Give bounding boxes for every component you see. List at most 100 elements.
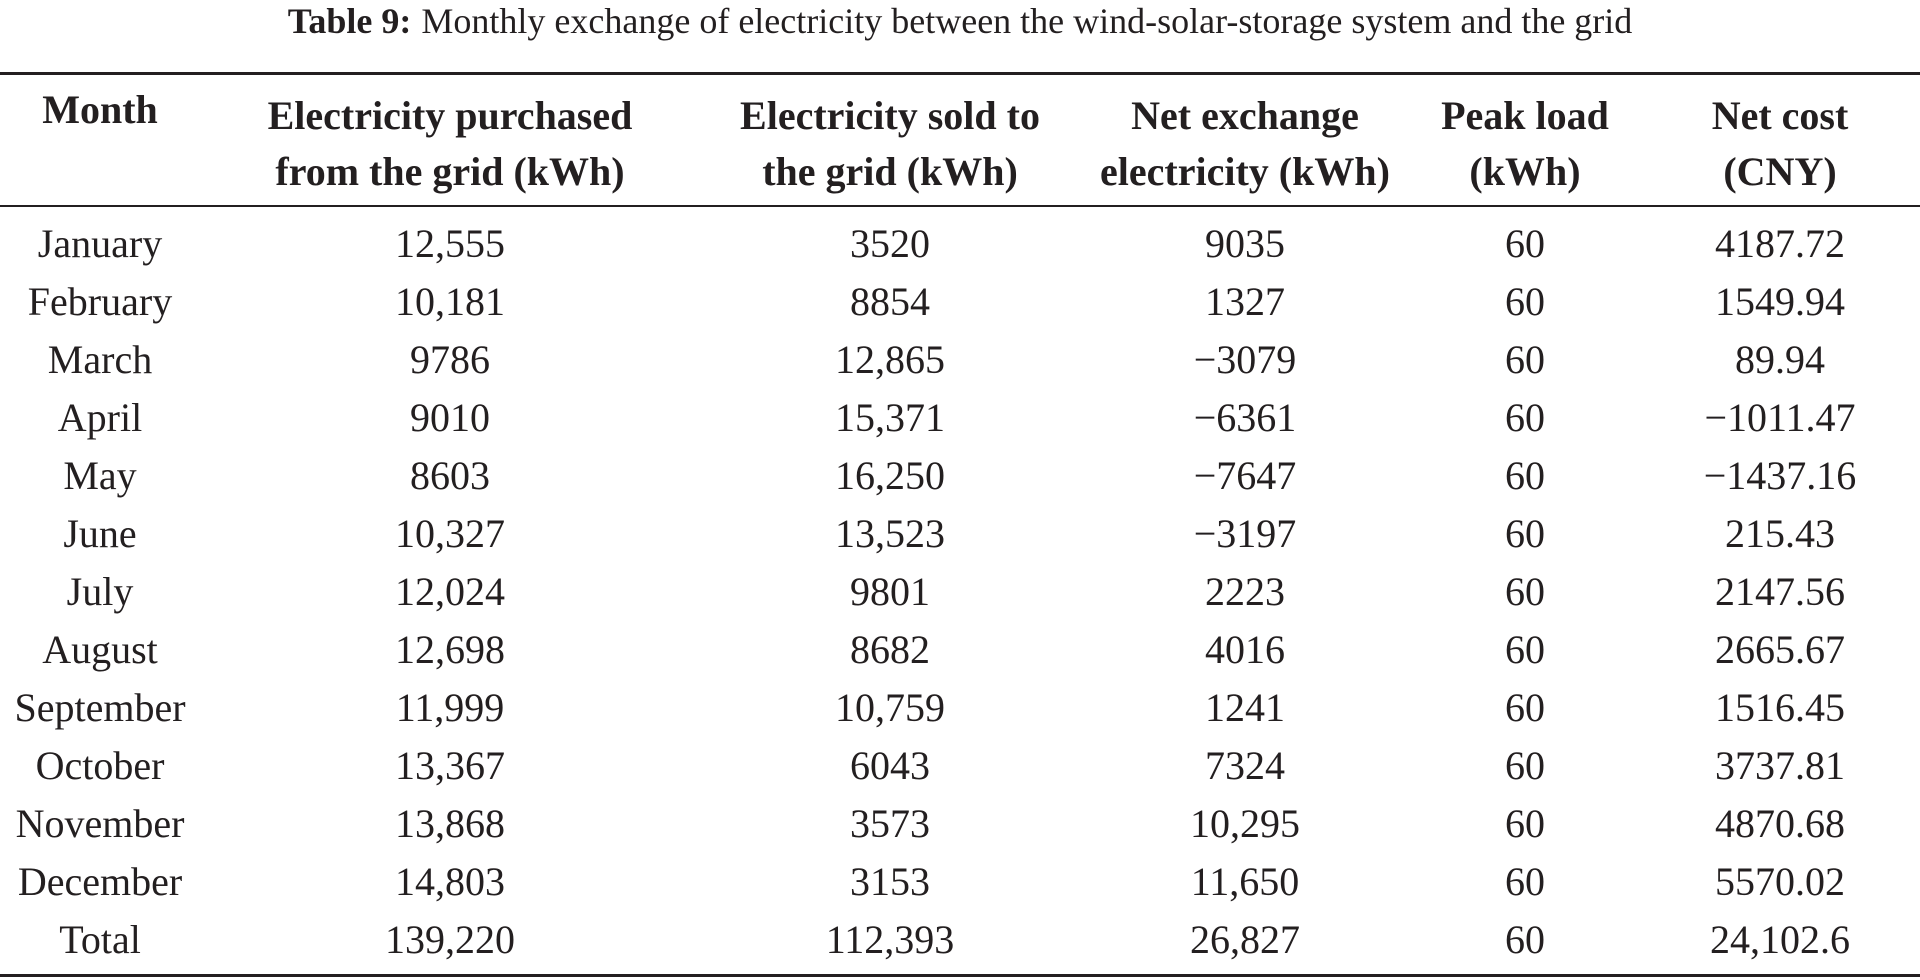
table-cell-purchased: 12,024 — [395, 569, 505, 614]
table-cell-net-cost: 1516.45 — [1715, 685, 1845, 730]
table-cell-net-exchange: 1327 — [1205, 279, 1285, 324]
column-header-net-exchange: Net exchange electricity (kWh) — [1100, 92, 1390, 194]
table-cell-month: May — [63, 453, 137, 498]
table-row: January 12,555 3520 9035 60 4187.72 — [0, 211, 1920, 273]
table-row: May 8603 16,250 −7647 60 −1437.16 — [0, 447, 1920, 505]
table-row: September 11,999 10,759 1241 60 1516.45 — [0, 679, 1920, 737]
table-cell-sold: 3520 — [850, 221, 930, 266]
table-cell-peak-load: 60 — [1505, 627, 1545, 672]
table-cell-net-cost: 3737.81 — [1715, 743, 1845, 788]
data-table: Month Electricity purchased from the grid… — [0, 76, 1920, 969]
table-cell-sold: 8682 — [850, 627, 930, 672]
table-cell-sold: 16,250 — [835, 453, 945, 498]
table-cell-sold: 9801 — [850, 569, 930, 614]
table-cell-peak-load: 60 — [1505, 453, 1545, 498]
table-row: August 12,698 8682 4016 60 2665.67 — [0, 621, 1920, 679]
table-cell-peak-load: 60 — [1505, 743, 1545, 788]
table-cell-purchased: 10,327 — [395, 511, 505, 556]
table-cell-sold: 8854 — [850, 279, 930, 324]
column-header-peak-load: Peak load (kWh) — [1441, 92, 1609, 194]
table-caption-label: Table 9: — [287, 1, 412, 41]
table-cell-net-cost: 4187.72 — [1715, 221, 1845, 266]
table-cell-net-exchange: 9035 — [1205, 221, 1285, 266]
table-row: June 10,327 13,523 −3197 60 215.43 — [0, 505, 1920, 563]
table-cell-peak-load: 60 — [1505, 511, 1545, 556]
table-cell-net-exchange: −6361 — [1193, 395, 1297, 440]
table-row: February 10,181 8854 1327 60 1549.94 — [0, 273, 1920, 331]
table-cell-net-cost: −1437.16 — [1703, 453, 1857, 498]
table-row: July 12,024 9801 2223 60 2147.56 — [0, 563, 1920, 621]
table-cell-sold: 13,523 — [835, 511, 945, 556]
table-cell-net-cost: 4870.68 — [1715, 801, 1845, 846]
table-cell-sold: 15,371 — [835, 395, 945, 440]
table-cell-peak-load: 60 — [1505, 569, 1545, 614]
table-cell-sold: 112,393 — [825, 917, 955, 962]
table-cell-month: February — [27, 279, 173, 324]
table-cell-net-cost: 5570.02 — [1715, 859, 1845, 904]
table-cell-net-exchange: 26,827 — [1190, 917, 1300, 962]
table-cell-peak-load: 60 — [1505, 685, 1545, 730]
table-cell-sold: 6043 — [850, 743, 930, 788]
table-caption: Table 9: Monthly exchange of electricity … — [0, 0, 1920, 50]
table-cell-month: October — [35, 743, 165, 788]
table-cell-net-exchange: 11,650 — [1190, 859, 1300, 904]
table-cell-sold: 10,759 — [835, 685, 945, 730]
table-row: November 13,868 3573 10,295 60 4870.68 — [0, 795, 1920, 853]
table-cell-purchased: 9786 — [410, 337, 490, 382]
table-cell-month: Total — [59, 917, 141, 962]
table-row: December 14,803 3153 11,650 60 5570.02 — [0, 853, 1920, 911]
table-cell-sold: 12,865 — [835, 337, 945, 382]
table-row: Total 139,220 112,393 26,827 60 24,102.6 — [0, 911, 1920, 969]
table-cell-peak-load: 60 — [1505, 395, 1545, 440]
table-cell-month: January — [37, 221, 163, 266]
table-cell-peak-load: 60 — [1505, 859, 1545, 904]
table-header-rule — [0, 205, 1920, 207]
table-cell-net-cost: 1549.94 — [1715, 279, 1845, 324]
table-cell-net-exchange: −7647 — [1193, 453, 1297, 498]
column-header-month: Month — [42, 87, 158, 132]
table-cell-net-exchange: −3197 — [1193, 511, 1297, 556]
table-cell-peak-load: 60 — [1505, 221, 1545, 266]
table-row: October 13,367 6043 7324 60 3737.81 — [0, 737, 1920, 795]
table-cell-purchased: 14,803 — [395, 859, 505, 904]
table-cell-net-exchange: 10,295 — [1190, 801, 1300, 846]
table-cell-month: July — [66, 569, 134, 614]
table-header-row: Month Electricity purchased from the grid… — [0, 76, 1920, 211]
table-cell-purchased: 12,555 — [395, 221, 505, 266]
column-header-sold: Electricity sold to the grid (kWh) — [740, 92, 1040, 194]
table-cell-net-exchange: 4016 — [1205, 627, 1285, 672]
table-cell-month: March — [47, 337, 153, 382]
table-cell-purchased: 12,698 — [395, 627, 505, 672]
table-cell-purchased: 8603 — [410, 453, 490, 498]
table-cell-peak-load: 60 — [1505, 917, 1545, 962]
table-cell-month: December — [17, 859, 183, 904]
table-cell-purchased: 10,181 — [395, 279, 505, 324]
table-cell-net-exchange: 7324 — [1205, 743, 1285, 788]
table-cell-peak-load: 60 — [1505, 337, 1545, 382]
table-cell-peak-load: 60 — [1505, 279, 1545, 324]
column-header-net-cost: Net cost (CNY) — [1711, 92, 1849, 194]
table-cell-net-exchange: 2223 — [1205, 569, 1285, 614]
table-cell-purchased: 13,367 — [395, 743, 505, 788]
table-row: March 9786 12,865 −3079 60 89.94 — [0, 331, 1920, 389]
table-cell-net-cost: 215.43 — [1725, 511, 1835, 556]
table-cell-net-cost: −1011.47 — [1704, 395, 1856, 440]
table-cell-purchased: 9010 — [410, 395, 490, 440]
table-cell-month: June — [63, 511, 137, 556]
table-cell-net-cost: 2665.67 — [1715, 627, 1845, 672]
table-cell-net-exchange: 1241 — [1205, 685, 1285, 730]
table-cell-purchased: 13,868 — [395, 801, 505, 846]
table-cell-month: September — [14, 685, 186, 730]
table-body: January 12,555 3520 9035 60 4187.72 February 10… — [0, 211, 1920, 969]
table-cell-net-cost: 89.94 — [1735, 337, 1825, 382]
table-cell-net-exchange: −3079 — [1193, 337, 1297, 382]
table-caption-text: Monthly exchange of electricity between … — [421, 1, 1633, 41]
table-row: April 9010 15,371 −6361 60 −1011.47 — [0, 389, 1920, 447]
table-cell-sold: 3573 — [850, 801, 930, 846]
table-bottom-rule — [0, 974, 1920, 977]
table-cell-purchased: 139,220 — [385, 917, 515, 962]
table-top-rule — [0, 72, 1920, 75]
table-cell-peak-load: 60 — [1505, 801, 1545, 846]
table-cell-purchased: 11,999 — [395, 685, 505, 730]
table-cell-month: April — [57, 395, 143, 440]
